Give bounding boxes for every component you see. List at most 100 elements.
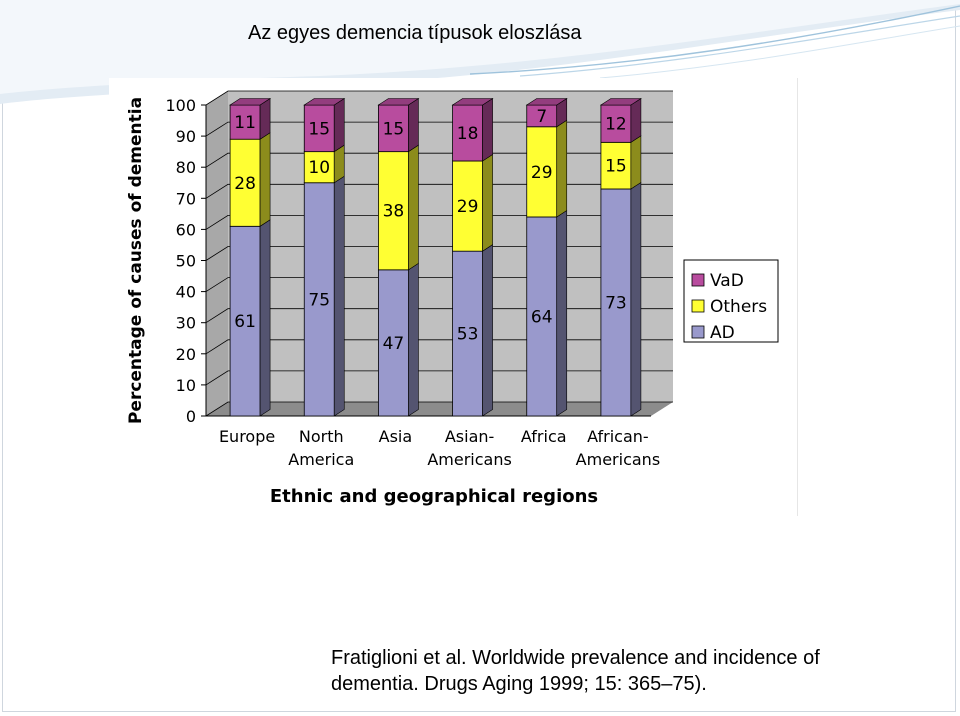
bar-segment-side [556,119,568,218]
bar-data-label: 10 [308,158,330,178]
bar-segment-front [378,151,409,271]
bar-data-label: 29 [531,163,553,183]
bar-segment-side [556,209,568,417]
bar-segment-side [259,97,271,140]
decor-line-2 [519,15,960,77]
citation-line-2: dementia. Drugs Aging 1999; 15: 365–75). [331,673,707,695]
bar-segment-side [333,175,345,417]
x-tick-label: African- [587,427,649,446]
x-tick-label: Africa [521,427,567,446]
bar-data-label: 29 [457,197,479,217]
bar-data-label: 18 [457,124,479,144]
bar-data-label: 47 [383,334,405,354]
bar-segment-front [303,182,335,417]
decor-line-1 [469,5,960,75]
legend-label: AD [710,323,735,343]
grid-line [205,183,673,199]
bar-data-label: 64 [531,307,553,327]
grid-line [205,308,673,324]
grid-line [205,370,673,386]
grid-line [205,90,673,106]
x-tick-label: North [299,427,344,446]
bar-segment-side [630,97,642,143]
y-tick-label: 60 [176,220,196,239]
bar-segment-front [229,225,261,417]
y-tick-label: 100 [165,96,196,115]
x-tick-label: Europe [219,427,275,446]
bar-data-label: 38 [383,202,405,222]
bar-top-face [599,98,642,106]
legend-label: VaD [710,271,744,291]
bar-data-label: 53 [457,325,479,345]
legend-swatch [691,273,705,287]
bar-top-face [229,98,272,106]
bar-data-label: 15 [383,119,405,139]
x-tick-label: Asian- [445,427,494,446]
citation: Fratiglioni et al. Worldwide prevalence … [331,645,820,697]
decor-wave-front [0,0,960,94]
bar-segment-front [526,126,558,218]
citation-line-1: Fratiglioni et al. Worldwide prevalence … [331,647,820,669]
grid-line [205,246,673,261]
y-tick-label: 90 [176,127,196,146]
bar-top-face [525,98,568,106]
bar-segment-front [229,104,261,140]
bar-segment-front [378,104,409,153]
bar-data-label: 15 [308,119,330,139]
grid-line [205,214,673,230]
y-tick-label: 30 [176,314,196,333]
x-axis-title: Ethnic and geographical regions [270,486,598,507]
bar-segment-side [630,181,642,417]
bar-segment-side [259,219,271,417]
legend-swatch [691,299,705,313]
x-tick-label: America [288,450,354,469]
bar-top-face [451,98,494,106]
bar-segment-front [600,188,632,417]
grid-line [205,401,673,417]
bar-segment-side [482,97,493,162]
slide-title: Az egyes demencia típusok eloszlása [248,22,582,44]
bar-segment-front [600,141,632,190]
y-tick-label: 50 [176,252,196,271]
y-tick-label: 40 [176,283,196,302]
legend-label: Others [710,297,767,317]
x-tick-label: Americans [427,450,511,469]
bar-segment-front [526,216,558,417]
x-tick-label: Asia [379,427,413,446]
legend-swatch [691,325,705,339]
bar-segment-front [452,250,483,417]
bar-segment-side [408,97,419,153]
bar-data-label: 11 [234,113,256,133]
y-tick-label: 0 [186,407,196,426]
decor-line-3 [599,25,960,79]
stacked-bar-chart: 0 10 20 30 40 50 60 70 80 90 100 Percentage of caus… [126,90,779,507]
bar-segment-front [452,160,483,252]
y-tick-label: 20 [176,345,196,364]
y-axis-title: Percentage of causes of dementia [126,97,146,424]
y-tick-label: 80 [176,158,196,177]
bar-segment-side [482,153,493,252]
bar-segment-side [259,132,271,227]
bar-segment-side [408,144,419,271]
grid-line [205,152,673,168]
x-tick-label: Americans [576,450,660,469]
bar-data-label: 75 [308,290,330,310]
bar-data-label: 12 [605,115,627,135]
y-tick-label: 10 [176,376,196,395]
bar-segment-side [482,244,493,417]
grid-line [205,277,673,292]
bar-data-label: 73 [605,293,627,313]
grid-line [205,339,673,355]
bar-data-label: 7 [536,107,547,127]
grid-line [205,121,673,137]
bar-top-face [303,98,346,106]
bar-data-label: 28 [234,174,256,194]
bar-segment-side [333,97,345,153]
y-tick-label: 70 [176,189,196,208]
bar-top-face [377,98,420,106]
bar-segment-side [630,135,642,190]
bar-segment-side [408,262,419,417]
bar-segment-front [229,138,261,227]
bar-data-label: 15 [605,157,627,177]
bar-data-label: 61 [234,312,256,332]
